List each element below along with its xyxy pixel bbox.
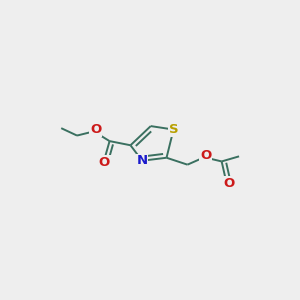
Text: O: O bbox=[200, 149, 211, 162]
Text: O: O bbox=[99, 156, 110, 169]
Text: S: S bbox=[169, 123, 178, 136]
Text: O: O bbox=[90, 123, 101, 136]
Text: O: O bbox=[223, 177, 234, 190]
Text: N: N bbox=[136, 154, 148, 167]
